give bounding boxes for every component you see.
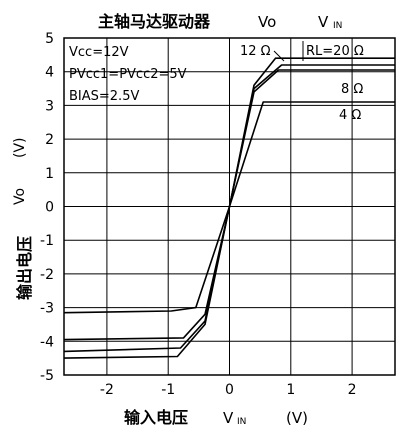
y-tick-label: -3	[40, 301, 54, 317]
x-axis-label-unit: (V)	[286, 409, 308, 427]
label-12ohm-leader	[273, 50, 285, 62]
plot-frame	[63, 37, 396, 376]
condition-vcc: Vcc=12V	[69, 45, 129, 60]
x-axis-label-v: V	[223, 409, 234, 427]
x-tick-label: -2	[100, 382, 114, 398]
label-20ohm: RL=20 Ω	[306, 44, 364, 59]
series-labels: 12 Ω RL=20 Ω 8 Ω 4 Ω	[240, 41, 364, 123]
x-tick-label: -1	[161, 382, 175, 398]
y-tick-label: 1	[45, 166, 54, 182]
y-tick-label: -4	[40, 334, 54, 350]
y-tick-labels: 5 4 3 2 1 0 -1 -2 -3 -4 -5	[40, 31, 54, 384]
series-lines	[63, 57, 395, 359]
x-tick-label: 2	[348, 382, 357, 398]
x-tick-label: 0	[225, 382, 234, 398]
x-tick-label: 1	[286, 382, 295, 398]
y-axis-label-unit: (V)	[12, 137, 28, 158]
y-tick-label: 5	[45, 31, 54, 47]
x-axis-label-cn: 输入电压	[124, 408, 188, 427]
x-tick-labels: -2 -1 0 1 2	[100, 382, 357, 398]
series-line-3	[63, 101, 395, 314]
y-tick-label: 4	[45, 65, 54, 81]
label-8ohm: 8 Ω	[341, 82, 363, 97]
y-tick-label: -5	[40, 368, 54, 384]
condition-pvcc: PVcc1=PVcc2=5V	[69, 67, 187, 82]
conditions-box: Vcc=12V PVcc1=PVcc2=5V BIAS=2.5V	[69, 45, 187, 104]
label-4ohm: 4 Ω	[339, 108, 361, 123]
y-tick-label: 0	[45, 200, 54, 216]
y-tick-label: 2	[45, 132, 54, 148]
y-axis-label: 输出电压 Vo (V)	[12, 137, 34, 300]
y-tick-label: -2	[40, 267, 54, 283]
y-axis-label-cn: 输出电压	[15, 236, 34, 300]
title-vo: Vo	[258, 13, 276, 31]
title-vin-sub: IN	[333, 21, 342, 31]
chart-title: 主轴马达驱动器	[98, 12, 211, 31]
condition-bias: BIAS=2.5V	[69, 89, 139, 104]
label-12ohm: 12 Ω	[240, 44, 271, 59]
x-axis-label: 输入电压 V IN (V)	[124, 408, 308, 427]
x-axis-label-sub: IN	[237, 417, 246, 427]
title-vin: V	[318, 13, 329, 31]
y-axis-label-vo: Vo	[12, 188, 28, 205]
y-tick-label: 3	[45, 98, 54, 114]
y-tick-label: -1	[40, 233, 54, 249]
